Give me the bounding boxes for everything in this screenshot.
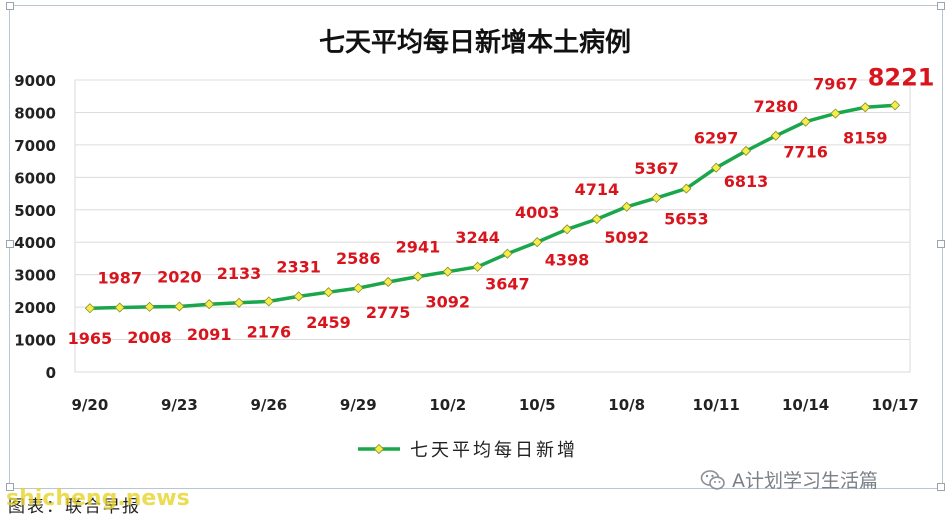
data-label: 2020 [157, 267, 202, 286]
y-tick-label: 0 [46, 364, 56, 382]
data-label: 2091 [187, 325, 232, 344]
data-label-latest: 8221 [868, 63, 935, 91]
data-point [740, 145, 752, 157]
x-tick-label: 10/5 [519, 396, 556, 414]
resize-handle-bottom-right[interactable] [937, 483, 945, 491]
resize-handle-top-left[interactable] [6, 2, 14, 10]
y-tick-label: 8000 [14, 104, 56, 122]
data-label: 6297 [694, 129, 739, 148]
x-tick-label: 10/2 [429, 396, 466, 414]
data-point [114, 302, 125, 313]
data-label: 7280 [754, 97, 799, 116]
chart-title: 七天平均每日新增本土病例 [319, 27, 631, 58]
series-line [89, 103, 896, 310]
data-label: 7967 [813, 75, 858, 94]
x-tick-label: 10/11 [693, 396, 740, 414]
data-label: 2176 [247, 322, 292, 341]
data-label: 3244 [455, 228, 500, 247]
data-point [204, 299, 215, 310]
y-tick-label: 4000 [14, 234, 56, 252]
data-label: 4003 [515, 203, 560, 222]
data-label: 2459 [306, 313, 351, 332]
data-label: 4398 [545, 250, 590, 269]
source-note: 图表：联合早报 [8, 497, 141, 517]
data-point [353, 283, 364, 294]
y-tick-label: 6000 [14, 169, 56, 187]
data-point [84, 303, 95, 314]
y-tick-label: 1000 [14, 332, 56, 350]
data-point [502, 248, 513, 259]
legend-marker [373, 443, 385, 455]
data-point [174, 301, 185, 312]
data-label: 8159 [843, 128, 888, 147]
data-point [800, 116, 811, 127]
resize-handle-right[interactable] [937, 240, 945, 248]
data-label: 5367 [634, 159, 679, 178]
legend-label: 七天平均每日新增 [410, 440, 578, 461]
data-label: 3647 [485, 275, 530, 294]
data-label: 1987 [97, 269, 142, 288]
x-tick-label: 9/20 [72, 396, 109, 414]
data-point [681, 183, 692, 194]
data-point [412, 271, 424, 282]
data-point [711, 162, 722, 173]
y-tick-label: 9000 [14, 72, 56, 90]
y-tick-label: 7000 [14, 137, 56, 155]
data-label: 5092 [604, 228, 649, 247]
x-tick-label: 9/23 [161, 396, 198, 414]
site-watermark: shicheng.news [6, 486, 190, 511]
data-point [621, 201, 632, 212]
x-tick-label: 9/26 [250, 396, 287, 414]
data-label: 4714 [575, 180, 620, 199]
data-point [144, 301, 155, 312]
data-label: 2331 [276, 257, 321, 276]
x-tick-label: 9/29 [340, 396, 377, 414]
data-label: 2941 [396, 238, 441, 257]
resize-handle-top-right[interactable] [937, 2, 945, 10]
y-tick-label: 5000 [14, 202, 56, 220]
x-tick-label: 10/14 [782, 396, 829, 414]
data-label: 1965 [68, 329, 113, 348]
data-point [472, 261, 483, 272]
data-label: 7716 [783, 143, 828, 162]
data-point [890, 100, 901, 111]
data-point [561, 224, 573, 235]
data-point [263, 296, 274, 307]
resize-handle-left[interactable] [6, 240, 14, 248]
data-point [323, 287, 334, 298]
data-label: 3092 [426, 293, 471, 312]
data-label: 5653 [664, 210, 709, 229]
x-tick-label: 10/17 [871, 396, 918, 414]
data-point [532, 237, 543, 248]
data-point [860, 102, 871, 113]
x-tick-label: 10/8 [608, 396, 645, 414]
data-label: 2775 [366, 303, 411, 322]
chart-frame [9, 5, 943, 489]
data-point [383, 276, 394, 288]
data-point [591, 213, 602, 225]
data-point [442, 266, 453, 277]
data-point [651, 192, 662, 203]
resize-handle-bottom-left[interactable] [6, 483, 14, 491]
data-label: 2586 [336, 249, 381, 268]
data-point [770, 130, 781, 141]
watermark: A计划学习生活篇 [700, 466, 878, 493]
y-tick-label: 3000 [14, 267, 56, 285]
data-label: 2008 [127, 328, 172, 347]
data-label: 6813 [724, 172, 769, 191]
wechat-icon [700, 469, 725, 490]
y-tick-label: 2000 [14, 299, 56, 317]
data-point [233, 297, 245, 308]
watermark-text: A计划学习生活篇 [732, 470, 878, 492]
data-label: 2133 [217, 264, 262, 283]
data-point [293, 291, 304, 302]
data-point [830, 108, 841, 119]
